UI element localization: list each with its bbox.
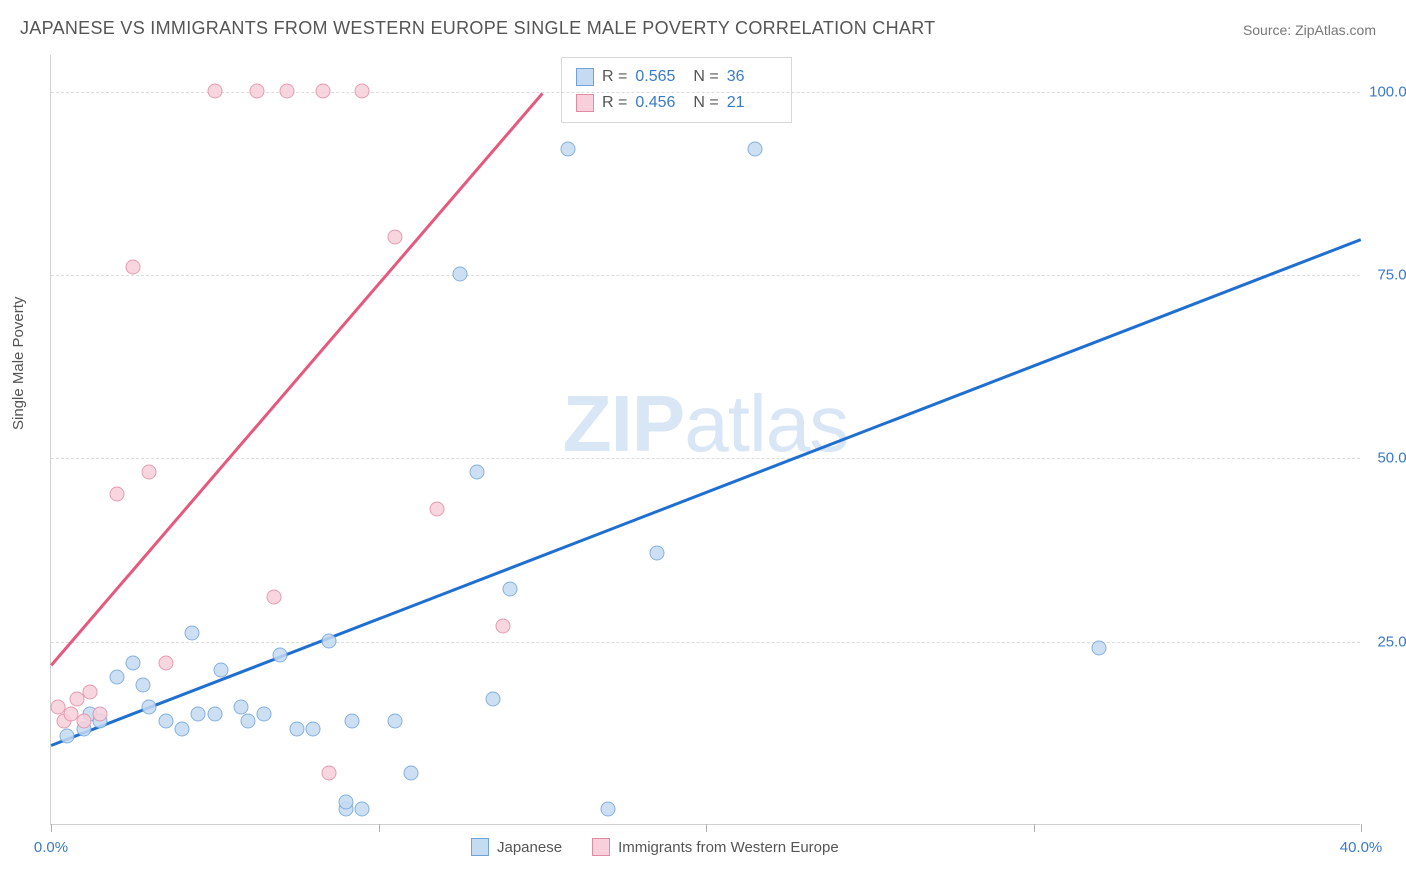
scatter-point [469,465,484,480]
stats-row-series-1: R = 0.456 N = 21 [576,90,777,116]
chart-title: JAPANESE VS IMMIGRANTS FROM WESTERN EURO… [20,18,935,39]
scatter-point [175,721,190,736]
gridline [51,458,1360,459]
watermark: ZIPatlas [563,378,848,470]
scatter-point [83,685,98,700]
scatter-point [355,83,370,98]
scatter-point [561,142,576,157]
gridline [51,642,1360,643]
watermark-bold: ZIP [563,379,684,468]
n-label: N = [693,64,718,90]
scatter-point [495,619,510,634]
legend-label-1: Immigrants from Western Europe [618,839,839,856]
scatter-point [240,714,255,729]
scatter-point [125,655,140,670]
scatter-point [486,692,501,707]
scatter-point [233,699,248,714]
scatter-point [60,729,75,744]
scatter-point [191,707,206,722]
bottom-legend: Japanese Immigrants from Western Europe [471,838,839,856]
swatch-series-1 [576,94,594,112]
x-tick-label: 0.0% [34,839,68,856]
scatter-point [266,589,281,604]
gridline [51,92,1360,93]
legend-item-0: Japanese [471,838,562,856]
source-label: Source: ZipAtlas.com [1243,22,1376,38]
swatch-series-0 [576,68,594,86]
r-label: R = [602,90,627,116]
x-tick-label: 40.0% [1340,839,1383,856]
scatter-point [315,83,330,98]
r-value-0: 0.565 [635,64,685,90]
scatter-point [250,83,265,98]
y-tick-label: 100.0% [1369,83,1406,100]
scatter-point [184,626,199,641]
scatter-point [387,714,402,729]
legend-item-1: Immigrants from Western Europe [592,838,839,856]
gridline [51,275,1360,276]
legend-label-0: Japanese [497,839,562,856]
scatter-point [142,699,157,714]
scatter-point [306,721,321,736]
scatter-point [322,633,337,648]
scatter-point [289,721,304,736]
scatter-point [207,707,222,722]
scatter-point [279,83,294,98]
scatter-point [404,765,419,780]
scatter-point [125,259,140,274]
scatter-point [76,714,91,729]
scatter-point [1092,641,1107,656]
scatter-point [214,663,229,678]
scatter-point [158,714,173,729]
scatter-point [345,714,360,729]
y-tick-label: 75.0% [1377,267,1406,284]
x-tick [51,824,52,832]
y-tick-label: 50.0% [1377,450,1406,467]
scatter-point [649,545,664,560]
scatter-point [430,501,445,516]
scatter-point [502,582,517,597]
stats-legend-box: R = 0.565 N = 36 R = 0.456 N = 21 [561,57,792,123]
trend-line [51,238,1362,746]
y-tick-label: 25.0% [1377,633,1406,650]
x-tick [1361,824,1362,832]
scatter-point [453,267,468,282]
scatter-point [207,83,222,98]
scatter-point [158,655,173,670]
legend-swatch-0 [471,838,489,856]
trend-line [50,92,543,666]
scatter-point [322,765,337,780]
x-tick [379,824,380,832]
x-tick [1034,824,1035,832]
scatter-point [273,648,288,663]
x-tick [706,824,707,832]
n-value-1: 21 [727,90,777,116]
y-axis-label: Single Male Poverty [10,297,27,430]
scatter-point [600,802,615,817]
n-value-0: 36 [727,64,777,90]
scatter-point [748,142,763,157]
legend-swatch-1 [592,838,610,856]
scatter-point [355,802,370,817]
scatter-point [387,230,402,245]
scatter-point [135,677,150,692]
stats-row-series-0: R = 0.565 N = 36 [576,64,777,90]
r-value-1: 0.456 [635,90,685,116]
n-label: N = [693,90,718,116]
scatter-point [338,795,353,810]
watermark-rest: atlas [684,379,848,468]
scatter-point [109,670,124,685]
scatter-point [93,707,108,722]
r-label: R = [602,64,627,90]
scatter-point [256,707,271,722]
scatter-point [142,465,157,480]
scatter-point [109,487,124,502]
chart-plot-area: ZIPatlas R = 0.565 N = 36 R = 0.456 N = … [50,55,1360,825]
